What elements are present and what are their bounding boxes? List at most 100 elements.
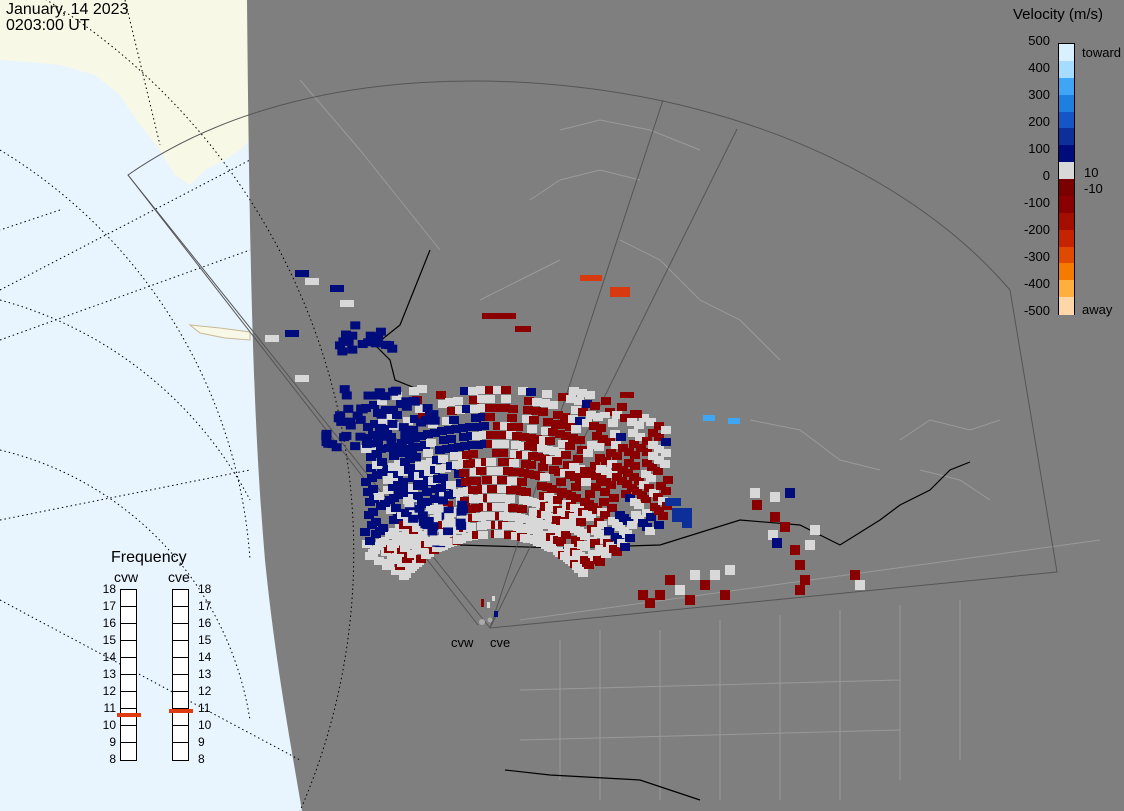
colorbar-segment	[1059, 111, 1074, 129]
scatter-cell	[516, 451, 526, 459]
scatter-cell	[600, 511, 610, 519]
scatter-cell	[772, 538, 782, 548]
scatter-cell	[591, 483, 601, 491]
scatter-cell	[634, 421, 644, 429]
scatter-cell	[508, 405, 518, 413]
date-label: January, 14 2023	[6, 1, 129, 18]
scatter-cell	[665, 575, 675, 585]
scatter-cell	[630, 462, 640, 470]
frequency-gridline	[172, 708, 189, 709]
scatter-cell	[429, 416, 440, 425]
scatter-cell	[492, 449, 502, 457]
scatter-cell	[396, 400, 406, 408]
scatter-cell	[611, 441, 621, 449]
frequency-gridline	[120, 691, 137, 692]
scatter-cell	[417, 432, 427, 440]
colorbar-segment	[1059, 145, 1074, 163]
frequency-tick-label: 14	[198, 650, 212, 664]
scatter-cell	[580, 543, 590, 551]
scatter-cell	[582, 419, 592, 427]
scatter-cell	[569, 387, 579, 395]
scatter-cell	[469, 396, 479, 404]
scatter-cell	[368, 485, 378, 493]
scatter-cell	[610, 287, 630, 297]
away-label: away	[1082, 302, 1113, 317]
aleutian-islands	[188, 324, 251, 341]
scatter-cell	[478, 413, 488, 421]
scatter-cell	[524, 470, 534, 478]
scatter-cell	[426, 458, 436, 466]
scatter-cell	[446, 435, 456, 443]
scatter-cell	[492, 431, 502, 439]
scatter-cell	[392, 392, 402, 400]
scatter-cell	[575, 436, 585, 444]
scatter-cell	[725, 565, 735, 575]
scatter-cell	[443, 527, 454, 536]
frequency-tick-label: 9	[109, 735, 116, 749]
scatter-cell	[627, 418, 637, 426]
scatter-cell	[629, 440, 639, 448]
scatter-cell	[624, 459, 634, 467]
frequency-gridline	[120, 725, 137, 726]
frequency-tick-label: 16	[198, 616, 212, 630]
scatter-cell	[374, 388, 385, 397]
scatter-cell	[408, 426, 419, 435]
scatter-cell	[529, 508, 539, 516]
scatter-cell	[368, 431, 378, 439]
scatter-cell	[597, 521, 607, 529]
scatter-cell	[460, 387, 470, 395]
scatter-cell	[459, 469, 469, 477]
scatter-cell	[587, 441, 597, 449]
scatter-cell	[375, 423, 386, 432]
scatter-cell	[347, 331, 358, 340]
colorbar-segment	[1059, 179, 1074, 197]
scatter-cell	[295, 270, 309, 277]
scatter-cell	[790, 545, 800, 555]
scatter-cell	[563, 461, 573, 469]
frequency-tick-label: 18	[102, 582, 116, 596]
scatter-cell	[648, 429, 658, 437]
scatter-cell	[411, 509, 422, 518]
scatter-cell	[499, 431, 509, 439]
scatter-cell	[660, 460, 670, 468]
scatter-cell	[609, 494, 619, 502]
scatter-cell	[391, 567, 401, 575]
frequency-title: Frequency	[111, 549, 187, 566]
scatter-cell	[428, 410, 439, 419]
negative-10-label: -10	[1084, 181, 1103, 196]
scatter-cell	[391, 386, 402, 395]
scatter-cell	[360, 528, 370, 536]
scatter-cell	[363, 338, 374, 347]
scatter-cell	[574, 397, 584, 405]
frequency-tick-label: 11	[198, 701, 211, 715]
scatter-cell	[492, 503, 502, 511]
frequency-tick-label: 8	[198, 752, 205, 766]
scatter-cell	[486, 440, 496, 448]
scatter-cell	[546, 456, 556, 464]
scatter-cell	[385, 414, 395, 422]
scatter-cell	[500, 404, 510, 412]
positive-10-label: 10	[1084, 165, 1099, 180]
scatter-cell	[593, 413, 603, 421]
frequency-column	[172, 589, 189, 761]
scatter-cell	[571, 425, 581, 433]
scatter-cell	[415, 462, 425, 470]
scatter-cell	[644, 484, 654, 492]
frequency-gridline	[172, 606, 189, 607]
scatter-cell	[555, 430, 565, 438]
scatter-cell	[377, 468, 387, 476]
scatter-cell	[466, 523, 476, 531]
colorbar-segment	[1059, 280, 1074, 298]
scatter-cell	[499, 440, 509, 448]
scatter-cell	[493, 386, 503, 394]
scatter-cell	[522, 415, 532, 423]
scatter-cell	[486, 458, 496, 466]
scatter-cell	[561, 531, 571, 539]
scatter-cell	[341, 391, 352, 400]
frequency-gridline	[172, 674, 189, 675]
scatter-cell	[339, 385, 350, 394]
scatter-cell	[540, 399, 550, 407]
scatter-cell	[411, 453, 421, 461]
scatter-cell	[565, 423, 575, 431]
